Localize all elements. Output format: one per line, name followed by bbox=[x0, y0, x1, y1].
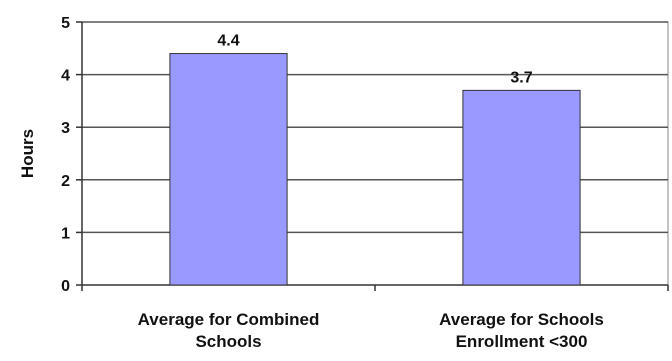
y-tick-label: 1 bbox=[61, 225, 70, 242]
data-label-2: 3.7 bbox=[510, 69, 532, 86]
y-axis-title: Hours bbox=[18, 129, 37, 178]
y-tick-label: 5 bbox=[61, 15, 70, 32]
x-category-label-1: Schools bbox=[195, 332, 261, 351]
x-category-label-2: Average for Schools bbox=[439, 310, 604, 329]
bar-1[interactable] bbox=[169, 53, 288, 286]
bar-2[interactable] bbox=[462, 89, 581, 286]
y-tick-label: 3 bbox=[61, 120, 70, 137]
x-category-label-1: Average for Combined bbox=[138, 310, 320, 329]
y-tick-label: 0 bbox=[61, 278, 70, 295]
y-tick-label: 2 bbox=[61, 173, 70, 190]
x-category-label-2: Enrollment <300 bbox=[456, 332, 588, 351]
data-label-1: 4.4 bbox=[217, 33, 239, 50]
y-tick-label: 4 bbox=[61, 68, 70, 85]
